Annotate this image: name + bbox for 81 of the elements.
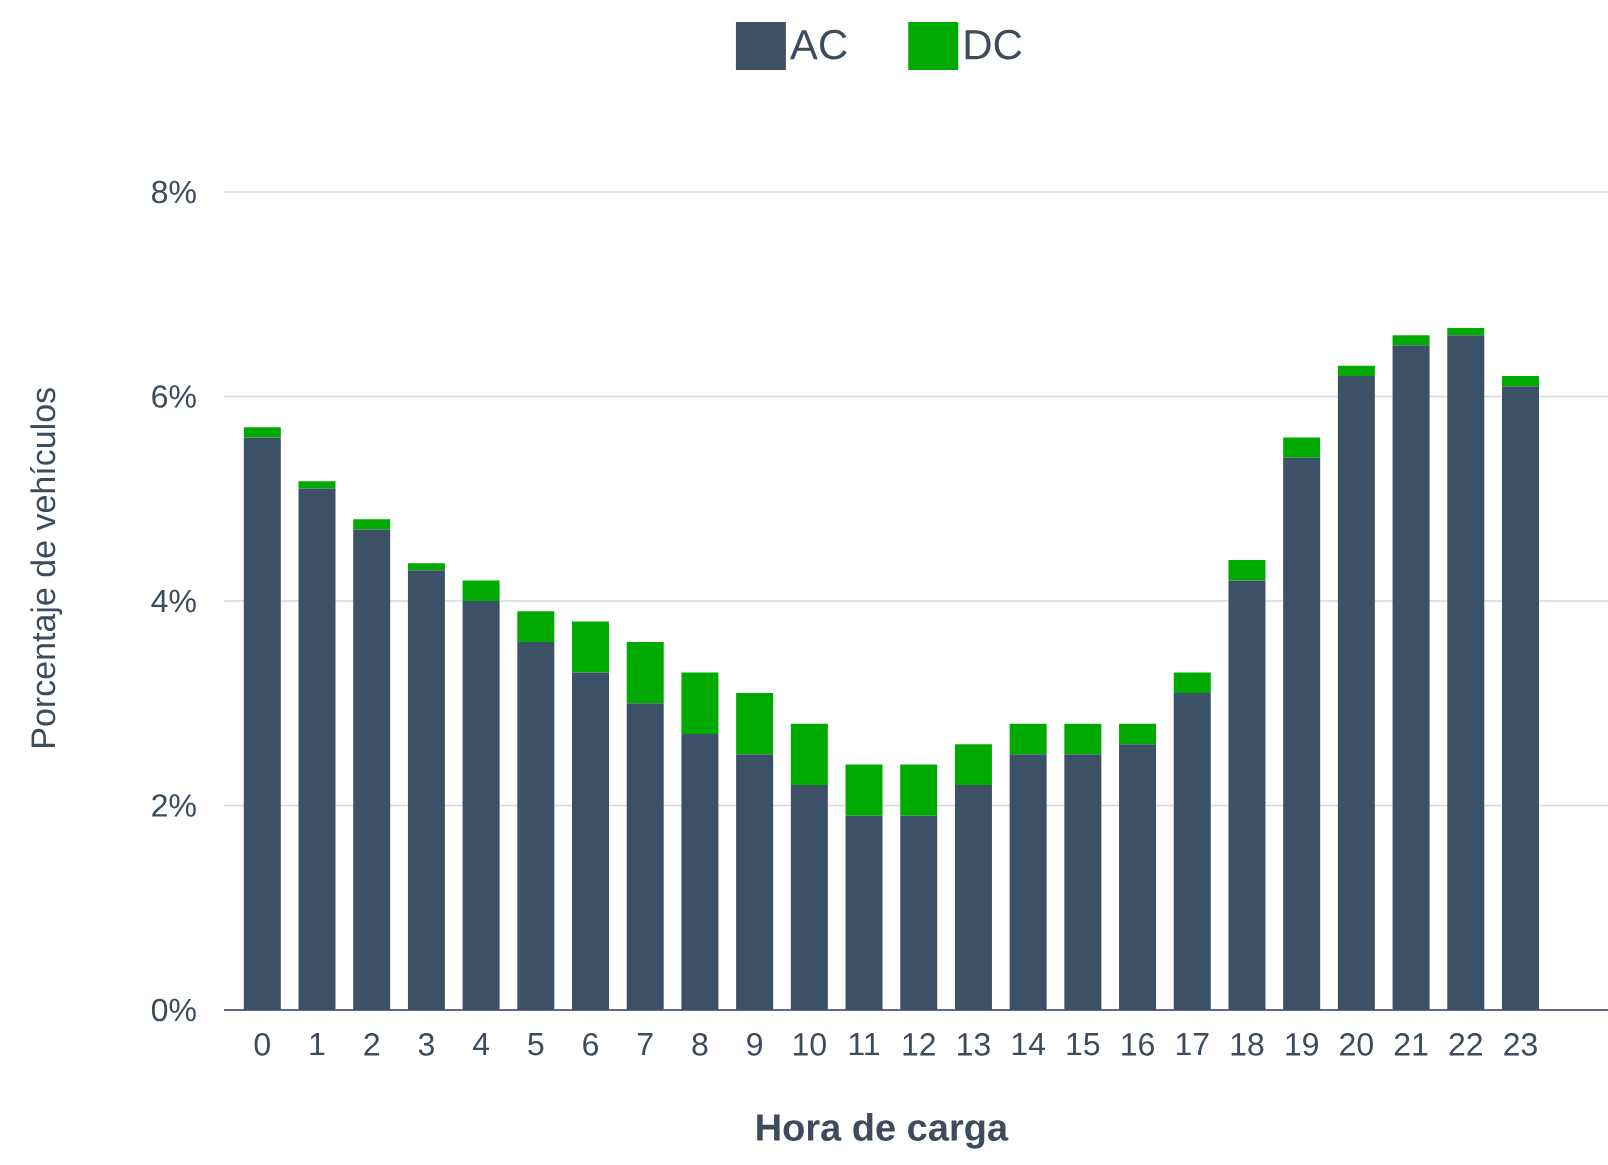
x-tick-label: 2: [364, 1033, 379, 1056]
bar: [1501, 376, 1539, 387]
x-tick-label: 3: [418, 1033, 434, 1056]
x-tick-label: 10: [793, 1033, 826, 1056]
bar: [1009, 723, 1047, 755]
bar: [1283, 437, 1321, 458]
x-tick-label: 18: [1231, 1033, 1264, 1056]
x-tick-label: 20: [1340, 1033, 1373, 1056]
bar: [845, 815, 883, 1010]
bar: [1447, 335, 1485, 1010]
bar: [790, 785, 828, 1010]
bar: [900, 815, 938, 1010]
bar: [626, 641, 664, 704]
bar: [517, 641, 555, 1010]
x-tick-label: 22: [1449, 1033, 1482, 1056]
x-tick-label: 9: [747, 1033, 763, 1056]
x-tick-label: 1: [310, 1033, 325, 1056]
bar: [954, 785, 992, 1010]
x-tick-label: 17: [1176, 1033, 1209, 1056]
bar: [298, 481, 336, 489]
bar: [681, 733, 719, 1010]
x-tick-label: 13: [958, 1033, 990, 1056]
x-tick-label: 23: [1504, 1033, 1537, 1056]
legend-label: AC: [790, 29, 847, 60]
bar: [954, 744, 992, 786]
bar: [572, 672, 610, 1010]
x-tick-label: 7: [637, 1033, 653, 1056]
bar: [353, 529, 391, 1010]
bar: [1119, 723, 1157, 745]
bar: [1447, 327, 1485, 336]
bar: [1064, 754, 1102, 1010]
bar: [243, 427, 281, 438]
bar: [1337, 376, 1375, 1010]
bar: [900, 764, 938, 816]
bar: [790, 723, 828, 786]
bar: [1392, 345, 1430, 1010]
bar: [1173, 693, 1211, 1010]
bar: [462, 580, 500, 601]
bar: [1228, 580, 1266, 1010]
x-tick-label: 6: [583, 1033, 598, 1056]
x-tick-label: 0: [254, 1033, 270, 1056]
bar: [1009, 754, 1047, 1010]
x-axis-title: Hora de carga: [757, 1113, 1009, 1149]
bar: [1392, 335, 1430, 346]
bar: [681, 672, 719, 734]
y-tick-label: 0%: [151, 998, 196, 1022]
bar: [1283, 457, 1321, 1010]
x-tick-label: 15: [1067, 1033, 1100, 1056]
x-tick-label: 11: [849, 1033, 880, 1056]
bar: [736, 754, 774, 1010]
bar: [407, 563, 445, 571]
y-axis-title: Porcentaje de vehículos: [29, 388, 63, 747]
x-tick-label: 8: [692, 1033, 708, 1056]
bar: [572, 621, 610, 673]
x-tick-label: 5: [528, 1033, 544, 1056]
bar: [462, 600, 500, 1010]
bar: [1337, 365, 1375, 377]
x-tick-label: 12: [903, 1033, 935, 1056]
y-tick-label: 6%: [152, 385, 196, 408]
x-tick-label: 4: [472, 1033, 490, 1056]
bar: [626, 703, 664, 1010]
bar: [1064, 723, 1102, 755]
bar: [845, 764, 883, 816]
bar: [1173, 672, 1211, 694]
y-tick-label: 2%: [152, 794, 196, 817]
x-tick-label: 16: [1122, 1033, 1154, 1056]
x-tick-label: 14: [1012, 1033, 1045, 1056]
legend-label: DC: [965, 29, 1022, 60]
bar: [736, 693, 774, 755]
bar: [1228, 560, 1266, 581]
x-tick-label: 19: [1286, 1033, 1318, 1056]
bar: [1119, 744, 1157, 1010]
x-tick-label: 21: [1394, 1033, 1428, 1056]
y-tick-label: 4%: [151, 589, 196, 613]
y-tick-label: 8%: [152, 180, 196, 204]
bar: [1501, 386, 1539, 1010]
bar: [517, 611, 555, 642]
bar: [407, 570, 445, 1010]
bar: [353, 519, 391, 530]
bar: [298, 488, 336, 1010]
bar: [243, 437, 281, 1010]
